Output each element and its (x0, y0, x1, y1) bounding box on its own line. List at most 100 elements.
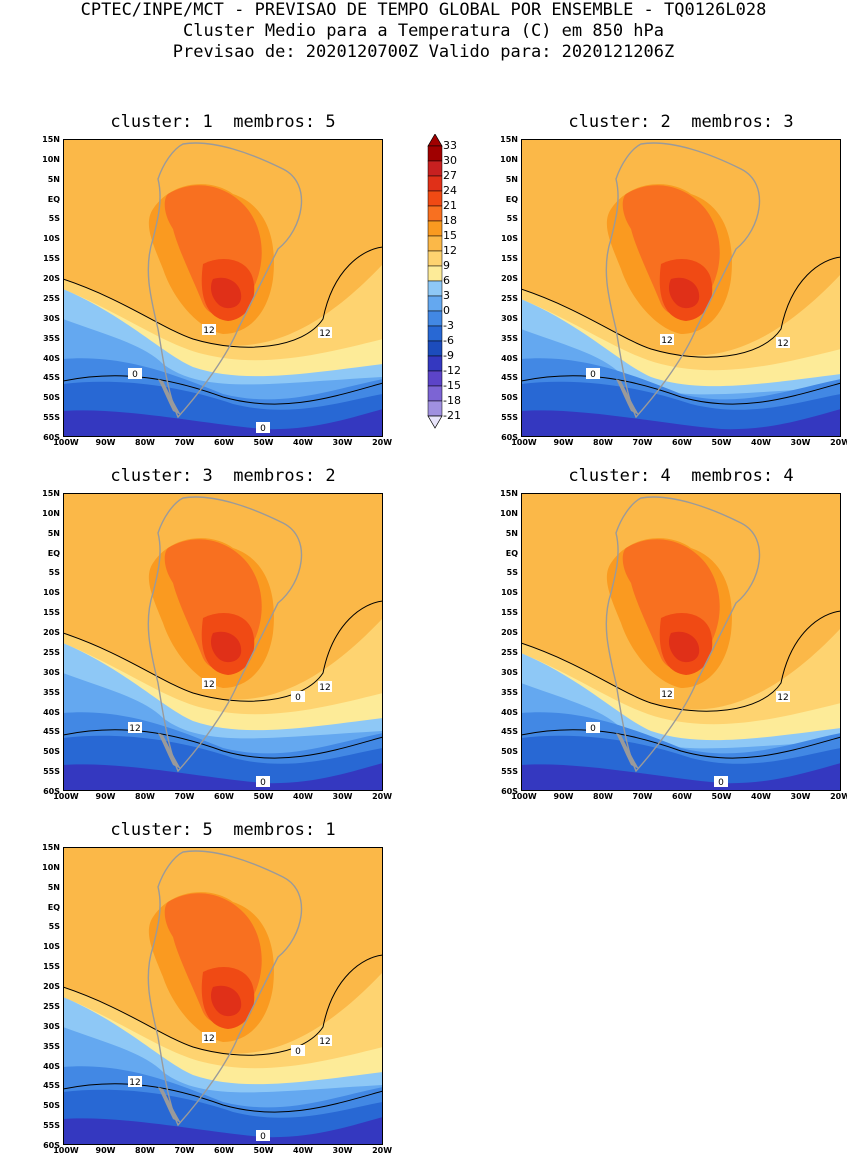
lat-tick-label: 35S (43, 1041, 60, 1051)
lon-tick-label: 20W (372, 438, 393, 447)
lat-tick-label: 50S (43, 747, 60, 757)
lon-tick-label: 100W (53, 438, 79, 447)
contour-label: 0 (256, 422, 270, 434)
band-neg9-neg6 (521, 763, 841, 791)
colorbar-label: -6 (443, 334, 454, 347)
svg-text:0: 0 (132, 370, 138, 380)
lat-tick-label: 25S (43, 293, 60, 303)
colorbar-label: 30 (443, 154, 457, 167)
lon-tick-label: 60W (214, 1146, 234, 1155)
band-north (63, 139, 383, 199)
lon-tick-label: 50W (711, 438, 732, 447)
lon-tick-label: 40W (293, 438, 314, 447)
lon-tick-label: 90W (95, 1146, 116, 1155)
contour-label: 0 (586, 368, 600, 380)
lon-tick-label: 30W (790, 438, 811, 447)
lat-tick-label: 60S (501, 787, 518, 796)
lat-tick-label: 45S (501, 373, 518, 383)
colorbar-segment (427, 355, 443, 372)
band-north (63, 847, 383, 907)
band-north (521, 493, 841, 553)
south-america-coastline (147, 142, 303, 419)
lon-tick-label: 40W (751, 438, 772, 447)
lon-tick-label: 100W (53, 1146, 79, 1155)
contour-label: 12 (318, 327, 332, 339)
lat-tick-label: 15N (500, 489, 518, 498)
south-america-coastline (147, 496, 303, 773)
svg-text:12: 12 (203, 680, 214, 690)
contour-label: 0 (256, 776, 270, 788)
lon-tick-label: 60W (672, 792, 692, 801)
lat-tick-label: 15S (43, 254, 60, 264)
svg-text:12: 12 (661, 690, 672, 700)
colorbar-segment (427, 280, 443, 297)
colorbar-segment (427, 340, 443, 357)
lat-tick-label: 5N (47, 882, 60, 892)
lat-tick-label: 35S (43, 687, 60, 697)
lat-tick-label: 50S (501, 393, 518, 403)
patagonia-land (616, 379, 639, 415)
lon-tick-label: 40W (293, 792, 314, 801)
panel-title: cluster: 4 membros: 4 (521, 466, 841, 486)
contour-label: 12 (202, 324, 216, 336)
south-america-coastline (605, 496, 761, 773)
contour-label: 0 (291, 1045, 305, 1057)
panel-title: cluster: 1 membros: 5 (63, 112, 383, 132)
map-frame (63, 847, 383, 1145)
lat-tick-label: 10S (501, 234, 518, 244)
lat-tick-label: 10N (500, 508, 518, 518)
svg-text:12: 12 (661, 336, 672, 346)
lat-tick-label: 10S (501, 588, 518, 598)
members-label: membros: 5 (233, 112, 336, 132)
contour-12 (63, 600, 383, 702)
lat-tick-label: 30S (43, 667, 60, 677)
panel-title: cluster: 5 membros: 1 (63, 820, 383, 840)
lat-tick-label: 25S (43, 1001, 60, 1011)
lat-tick-label: 45S (43, 727, 60, 737)
lat-tick-label: 5N (505, 174, 518, 184)
cluster-label: cluster: 2 (568, 112, 671, 132)
lat-tick-label: 55S (43, 767, 60, 777)
cluster-label: cluster: 1 (110, 112, 213, 132)
svg-text:12: 12 (777, 339, 788, 349)
contour-label: 0 (128, 368, 142, 380)
temperature-map: 12 12 0 0 (521, 493, 841, 791)
colorbar-bottom-arrow (427, 415, 443, 429)
lat-tick-label: 5S (506, 568, 518, 578)
contour-12 (521, 610, 841, 712)
colorbar-segment (427, 175, 443, 192)
lon-tick-label: 80W (135, 1146, 155, 1155)
colorbar-segment (427, 385, 443, 402)
lon-tick-label: 60W (214, 438, 234, 447)
south-america-coastline (147, 850, 303, 1127)
colorbar-segment (427, 205, 443, 222)
map-frame (521, 493, 841, 791)
contour-12 (63, 246, 383, 348)
contour-label: 12 (776, 691, 790, 703)
lon-tick-label: 100W (511, 438, 537, 447)
colorbar-label: -21 (443, 409, 461, 422)
svg-text:0: 0 (295, 1047, 301, 1057)
lat-tick-label: 55S (43, 413, 60, 423)
members-label: membros: 4 (691, 466, 794, 486)
lat-tick-label: 25S (501, 647, 518, 657)
lon-tick-label: 70W (632, 438, 653, 447)
svg-text:12: 12 (777, 693, 788, 703)
temperature-map: 12 12 12 0 0 (63, 493, 383, 791)
lon-tick-label: 80W (593, 792, 613, 801)
cluster-label: cluster: 5 (110, 820, 213, 840)
lon-tick-label: 30W (790, 792, 811, 801)
lon-tick-label: 50W (253, 438, 274, 447)
lat-tick-label: 15S (43, 608, 60, 618)
lat-tick-label: 45S (43, 1081, 60, 1091)
lon-tick-label: 20W (372, 1146, 393, 1155)
contour-12 (521, 256, 841, 358)
lat-tick-label: 15S (501, 608, 518, 618)
patagonia-land (158, 379, 181, 415)
lat-tick-label: 45S (43, 373, 60, 383)
svg-text:0: 0 (590, 370, 596, 380)
colorbar-label: 6 (443, 274, 450, 287)
panel-title: cluster: 3 membros: 2 (63, 466, 383, 486)
lat-tick-label: 25S (43, 647, 60, 657)
contour-label: 12 (202, 1032, 216, 1044)
